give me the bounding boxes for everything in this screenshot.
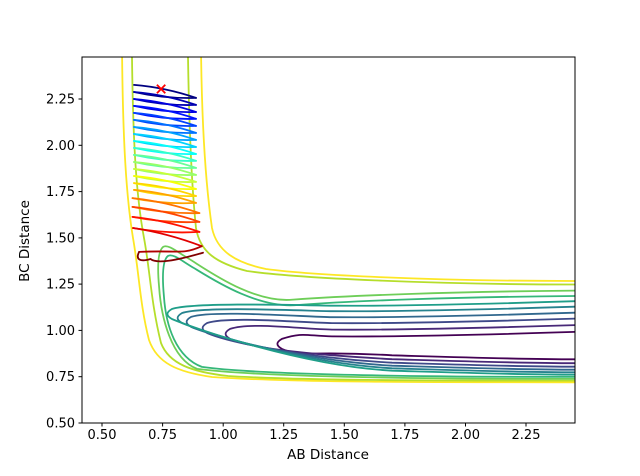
y-tick-label: 2.25 <box>46 93 75 108</box>
trajectory-start-marker <box>156 84 166 94</box>
x-tick-label: 0.50 <box>88 428 117 443</box>
y-tick-label: 2.00 <box>46 139 75 154</box>
axes-frame: 0.50 0.75 1.00 1.25 1.50 1.75 2.00 2.25 0.50 0.75… <box>46 56 576 443</box>
x-tick-label: 0.75 <box>148 428 177 443</box>
x-tick-label: 1.50 <box>330 428 359 443</box>
x-tick-label: 2.25 <box>512 428 541 443</box>
trajectory <box>131 84 204 263</box>
y-tick-label: 0.75 <box>46 370 75 385</box>
y-axis-label: BC Distance <box>17 200 33 282</box>
x-tick-label: 1.75 <box>390 428 419 443</box>
x-tick-label: 1.25 <box>269 428 298 443</box>
y-tick-label: 1.50 <box>46 231 75 246</box>
y-tick-label: 1.00 <box>46 324 75 339</box>
x-tick-label: 2.00 <box>451 428 480 443</box>
x-axis-label: AB Distance <box>287 447 369 463</box>
x-tick-label: 1.00 <box>209 428 238 443</box>
y-tick-label: 1.25 <box>46 278 75 293</box>
y-tick-label: 0.50 <box>46 417 75 432</box>
y-tick-label: 1.75 <box>46 185 75 200</box>
